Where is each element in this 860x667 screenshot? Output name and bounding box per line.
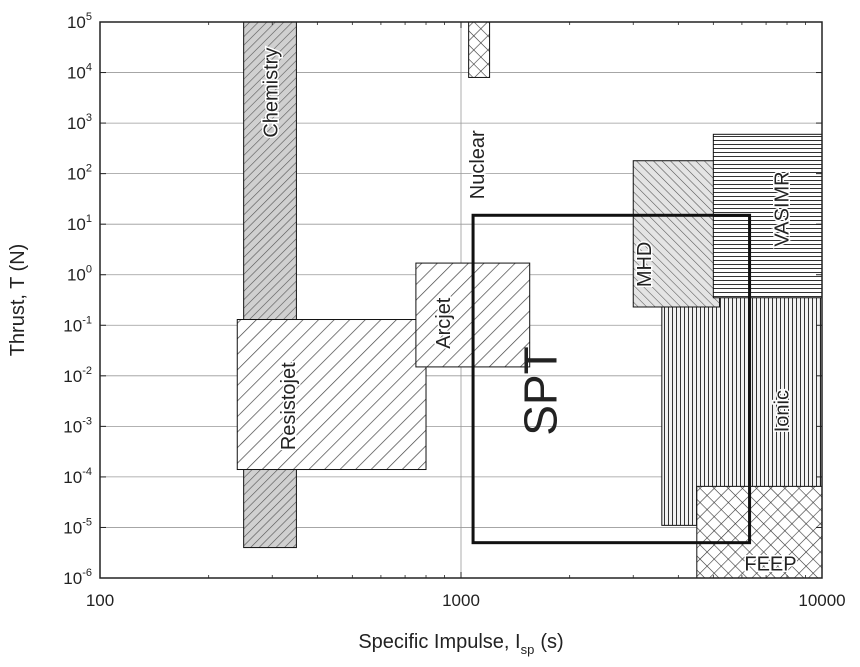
region-label-chemistry: Chemistry: [261, 48, 283, 138]
region-mhd: [632, 160, 720, 308]
region-spt: [471, 213, 752, 545]
regions: [236, 21, 823, 579]
region-label-arcjet: Arcjet: [433, 297, 455, 349]
y-tick-label: 10-6: [63, 567, 92, 588]
x-axis-label: Specific Impulse, Isp (s): [358, 631, 563, 657]
region-feep: [696, 485, 823, 579]
y-tick-label: 10-1: [63, 314, 92, 335]
y-tick-label: 105: [67, 11, 92, 32]
ticks: 10-6 10-5 10-4 10-3 10-2 10-1 100 101 102 103 104 1…: [63, 11, 845, 610]
region-labels: Chemistry Resistojet Arcjet Nuclear MHD VASIM…: [259, 46, 798, 577]
y-tick-label: 10-2: [63, 365, 92, 386]
y-tick-label: 100: [67, 264, 92, 285]
x-tick-label: 10000: [798, 591, 845, 610]
region-label-ionic: Ionic: [771, 390, 793, 432]
y-tick-label: 10-4: [63, 466, 92, 487]
x-tick-label: 1000: [442, 591, 480, 610]
x-axis-label-sub: sp: [521, 642, 535, 657]
y-axis-label: Thrust, T (N): [7, 244, 29, 357]
region-nuclear: [468, 21, 491, 78]
x-axis-label-unit: (s): [540, 631, 563, 653]
region-label-vasimr: VASIMR: [771, 171, 793, 246]
region-resistojet: [236, 319, 427, 471]
x-tick-label: 100: [86, 591, 114, 610]
y-tick-label: 10-3: [63, 415, 92, 436]
region-ionic: [661, 282, 821, 526]
y-tick-label: 102: [67, 163, 92, 184]
y-tick-label: 104: [67, 62, 92, 83]
y-tick-label: 103: [67, 112, 92, 133]
y-tick-label: 10-5: [63, 516, 92, 537]
region-label-resistojet: Resistojet: [278, 362, 300, 450]
region-label-nuclear: Nuclear: [467, 130, 489, 199]
region-label-feep: FEEP: [744, 553, 796, 575]
y-tick-label: 101: [67, 213, 92, 234]
region-label-spt: SPT: [514, 346, 566, 435]
x-axis-label-main: Specific Impulse, I: [358, 631, 520, 653]
region-label-mhd: MHD: [634, 242, 656, 288]
